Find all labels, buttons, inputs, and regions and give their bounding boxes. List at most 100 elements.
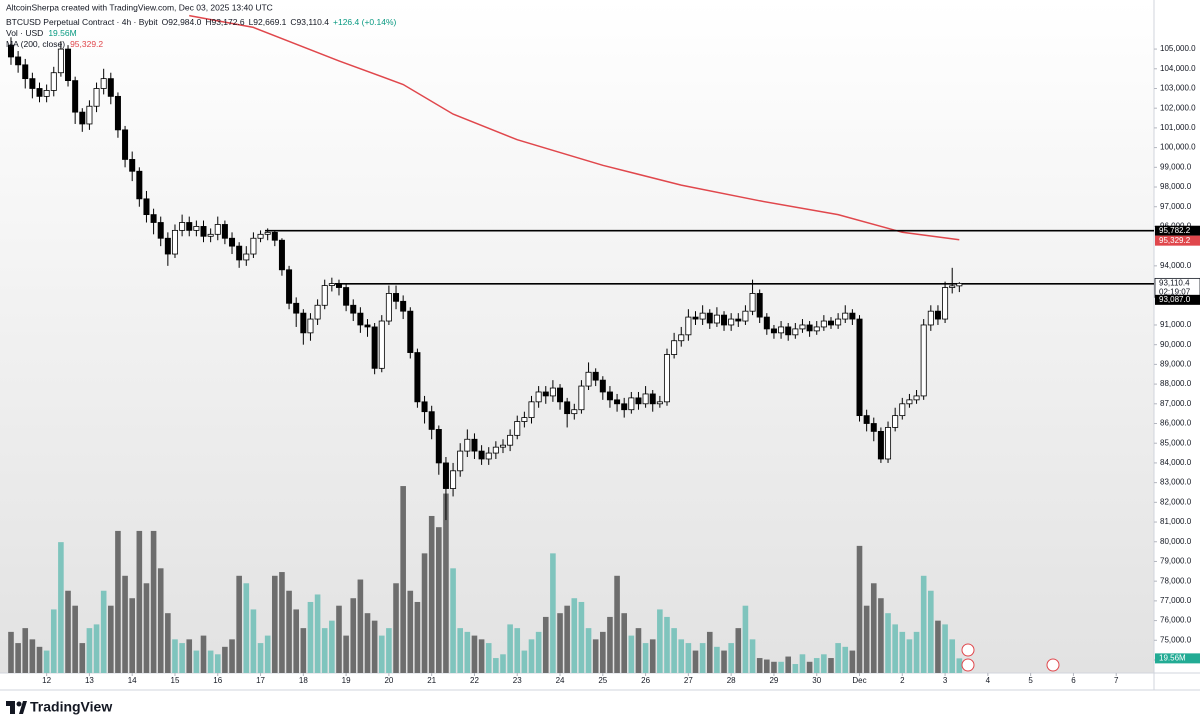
plot — [7, 14, 1154, 673]
level-label: 95,782.2 — [1159, 226, 1191, 235]
volume-bar — [642, 643, 649, 673]
logo-part — [6, 701, 15, 706]
volume-bar — [457, 628, 464, 673]
candle-body — [286, 269, 293, 304]
event-icons — [961, 643, 1060, 672]
logo-part — [16, 701, 22, 707]
event-icon — [961, 658, 975, 672]
volume-bar — [293, 609, 300, 673]
x-tick-label: 18 — [299, 676, 308, 685]
candle-body — [257, 233, 264, 239]
candle-body — [378, 320, 385, 369]
candle-body — [86, 105, 93, 125]
candle-body — [400, 300, 407, 312]
y-tick-label: 85,000.0 — [1160, 438, 1192, 447]
event-icon — [1046, 658, 1060, 672]
candle-body — [585, 371, 592, 387]
volume-bar — [421, 553, 428, 673]
symbol-legend: BTCUSD Perpetual Contract · 4h · Bybit O9… — [6, 17, 397, 27]
x-tick-label: 12 — [42, 676, 51, 685]
candle-body — [57, 48, 64, 74]
legend-high: H93,172.6 — [205, 17, 244, 27]
attribution: AltcoinSherpa created with TradingView.c… — [6, 2, 273, 12]
candle-body — [293, 302, 300, 314]
candle-body — [785, 326, 792, 336]
candle-body — [464, 438, 471, 452]
candle-body — [186, 222, 193, 231]
candle-body — [36, 88, 43, 97]
y-tick-label: 78,000.0 — [1160, 576, 1192, 585]
volume-bar — [36, 646, 43, 673]
volume-bar — [229, 639, 235, 673]
candle-body — [442, 462, 449, 489]
candle-body — [535, 391, 542, 403]
volume-bar — [785, 656, 792, 673]
volume-bar — [264, 635, 271, 673]
volume-bar — [336, 605, 342, 673]
volume-bar — [65, 590, 71, 673]
candle-body — [357, 312, 364, 326]
volume-bar — [535, 631, 542, 673]
candle-body — [307, 318, 314, 334]
volume-bar — [821, 654, 827, 673]
volume-bar — [443, 493, 449, 673]
candle-body — [927, 310, 934, 326]
y-tick-label: 80,000.0 — [1160, 537, 1192, 546]
candle-body — [642, 393, 649, 405]
y-tick-label: 104,000.0 — [1160, 64, 1196, 73]
countdown-label: 02:19:07 — [1159, 287, 1191, 296]
volume-bar — [942, 624, 948, 673]
candle-body — [549, 387, 556, 397]
candle-body — [528, 401, 535, 418]
volume-bar — [200, 635, 207, 673]
volume-bar — [329, 620, 335, 673]
brand-name: TradingView — [30, 699, 112, 715]
volume-bar — [393, 583, 399, 673]
legend-open: O92,984.0 — [162, 17, 202, 27]
volume-bar — [108, 605, 114, 673]
ma-name: MA (200, close) — [6, 39, 65, 49]
candle-body — [122, 129, 129, 160]
x-tick-label: 4 — [986, 676, 991, 685]
volume-bar — [614, 575, 620, 673]
candle-body — [735, 318, 742, 322]
candle-body — [328, 283, 335, 286]
candle-body — [250, 237, 257, 255]
volume-bar — [236, 575, 242, 673]
volume-bar — [878, 598, 884, 673]
volume-bar — [749, 639, 756, 673]
symbol-title: BTCUSD Perpetual Contract · 4h · Bybit — [6, 17, 158, 27]
candle-body — [72, 80, 79, 113]
volume-bar — [528, 639, 535, 673]
volume-bar — [93, 624, 100, 673]
candle-body — [799, 324, 806, 330]
volume-bar — [571, 598, 578, 673]
volume-bar — [621, 613, 628, 673]
candle-body — [264, 231, 271, 235]
volume-bar — [721, 650, 727, 673]
ma-label: 95,329.2 — [1159, 236, 1191, 245]
x-tick-label: 3 — [943, 676, 948, 685]
volume-bar — [279, 572, 285, 673]
candle-body — [79, 111, 86, 125]
candle-body — [65, 48, 72, 82]
volume-bar — [671, 628, 677, 673]
candle-body — [599, 379, 606, 393]
candle-body — [728, 318, 735, 326]
volume-bar — [928, 590, 934, 673]
candle-body — [364, 324, 371, 328]
candle-body — [278, 239, 285, 271]
candle-body — [179, 222, 186, 231]
axes: 74,000.075,000.076,000.077,000.078,000.0… — [42, 44, 1200, 685]
candle-body — [756, 293, 763, 318]
volume-bar — [243, 583, 250, 673]
y-tick-label: 103,000.0 — [1160, 84, 1196, 93]
y-tick-label: 84,000.0 — [1160, 458, 1192, 467]
candle-body — [885, 427, 892, 460]
volume-bar — [607, 616, 613, 673]
x-tick-label: 5 — [1028, 676, 1033, 685]
candle-body — [314, 304, 321, 320]
volume-bar — [842, 646, 849, 673]
volume-bar — [828, 658, 834, 673]
candle-body — [157, 222, 164, 239]
